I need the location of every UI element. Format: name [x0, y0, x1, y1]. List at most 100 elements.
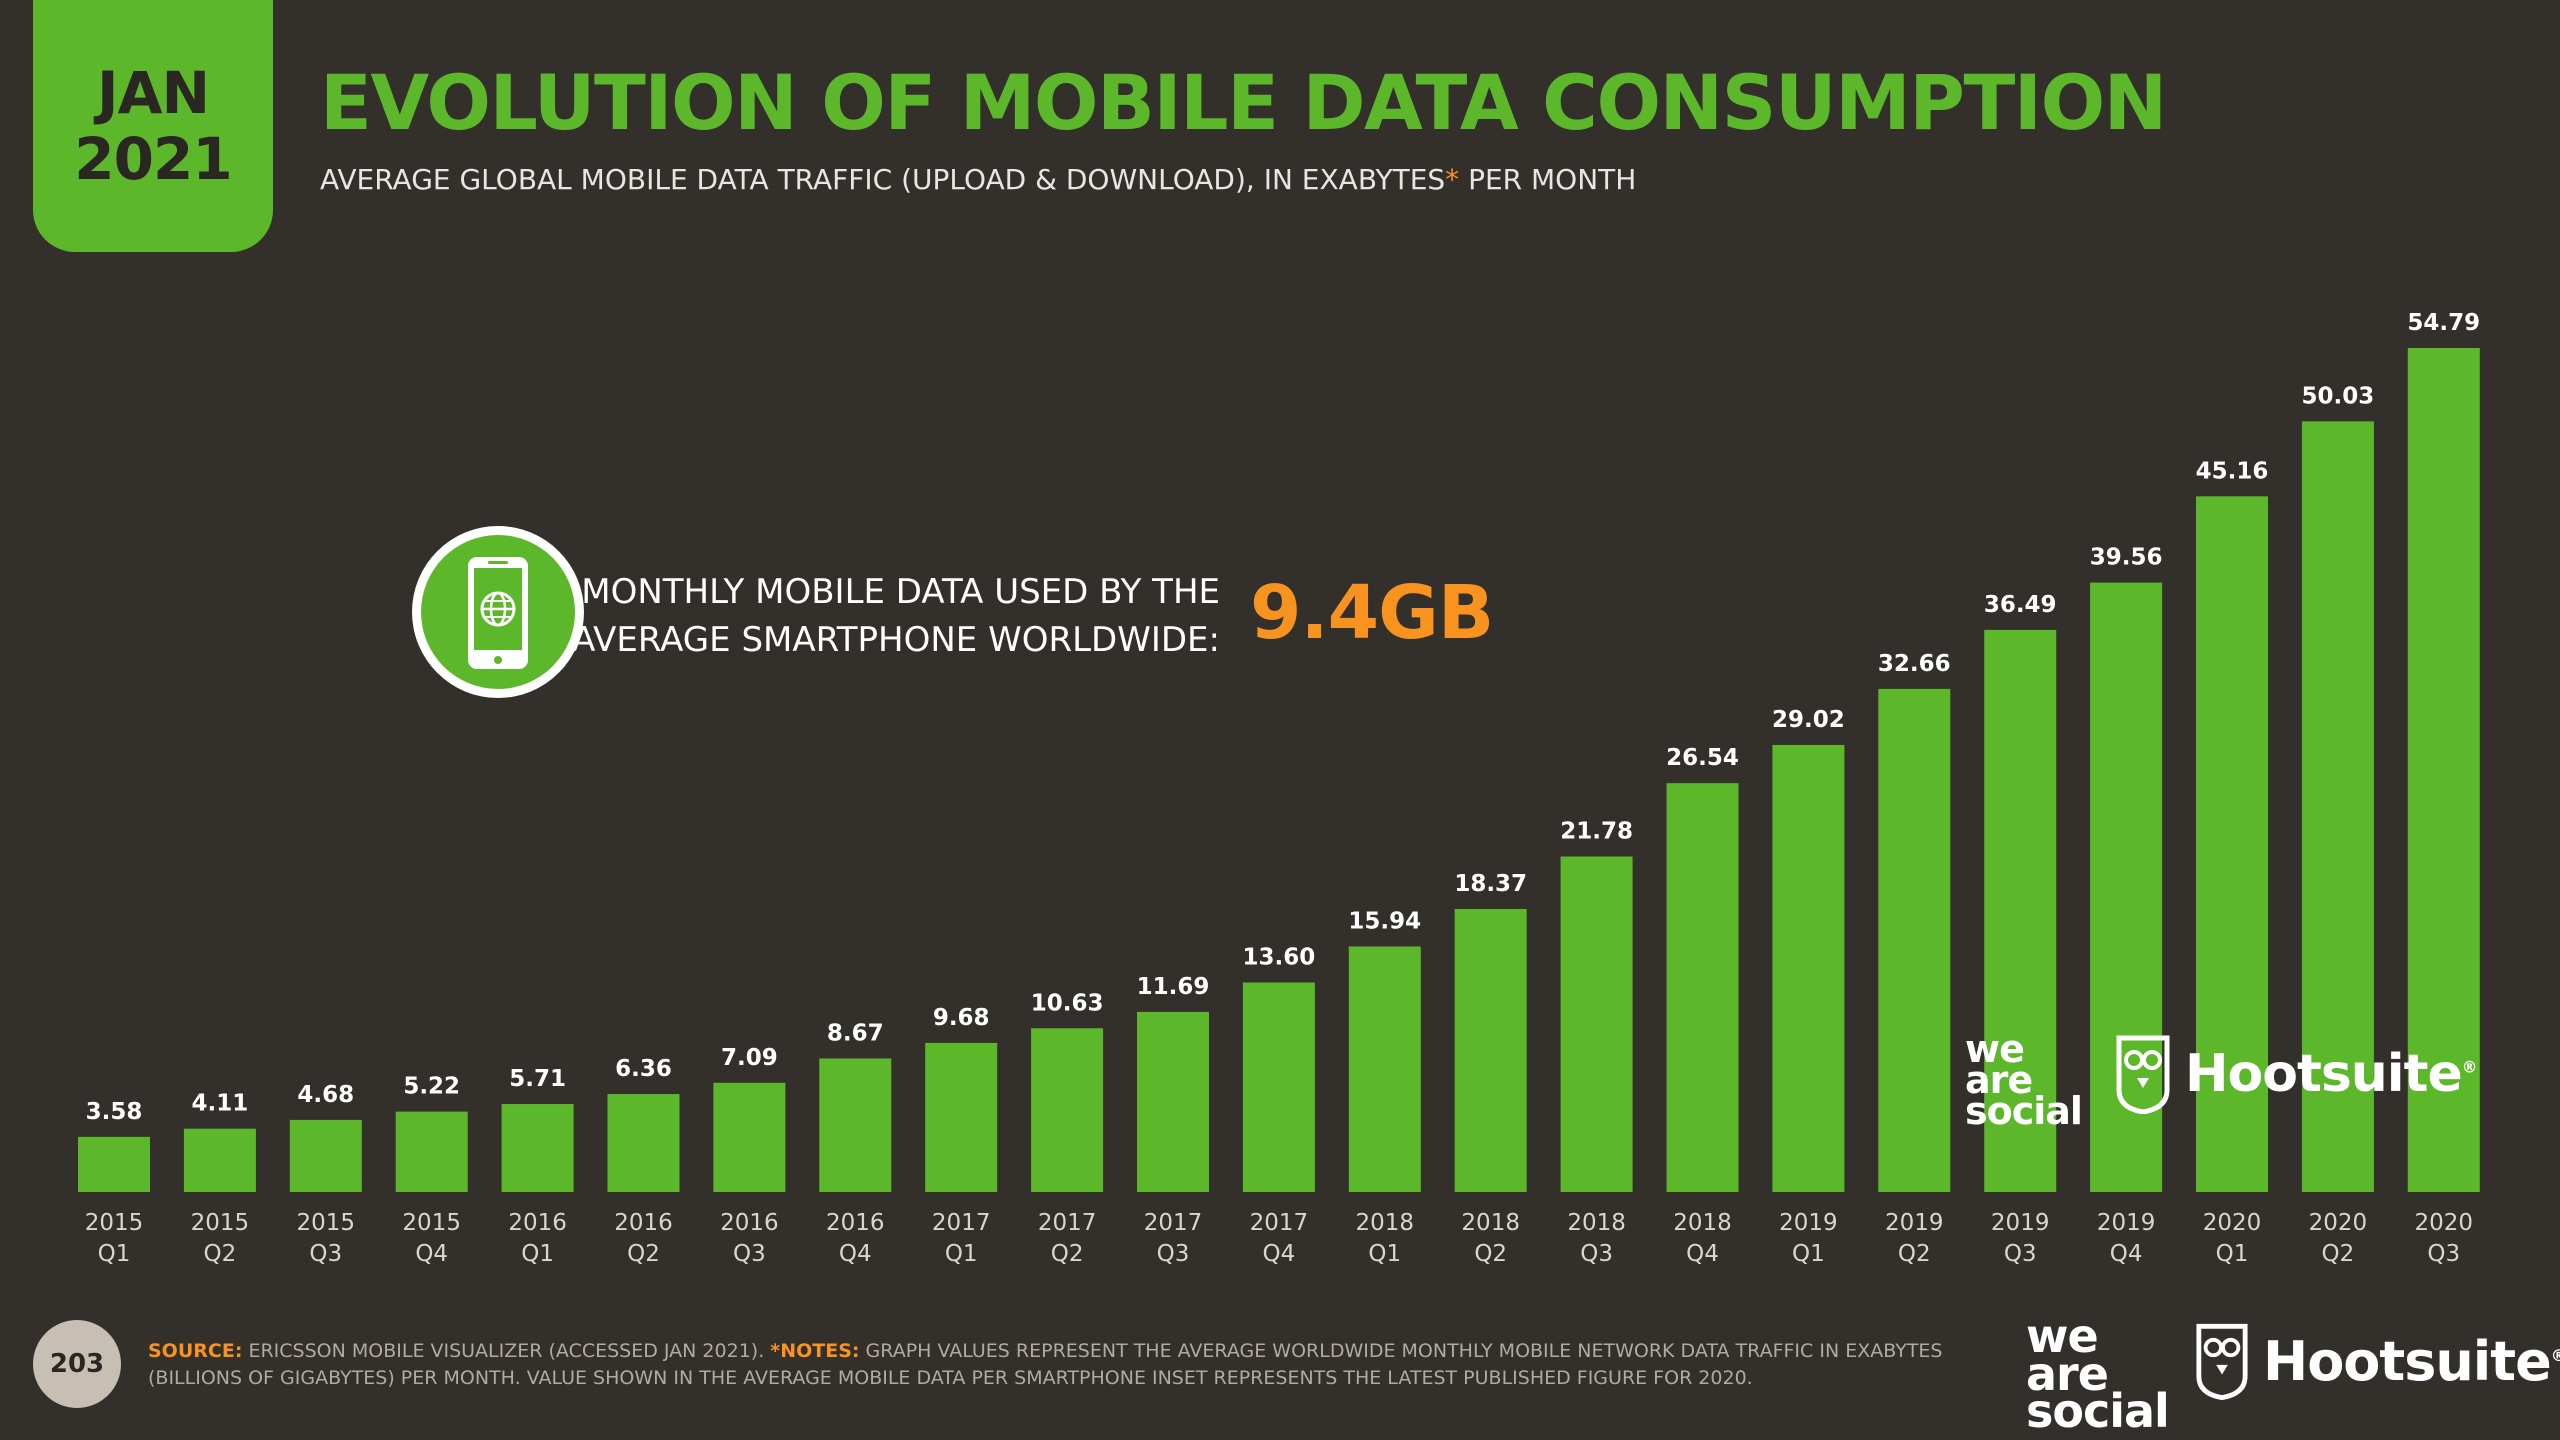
x-tick-year: 2015 [402, 1210, 461, 1236]
bar-value-label: 8.67 [827, 1020, 884, 1046]
page-title: EVOLUTION OF MOBILE DATA CONSUMPTION [320, 58, 2167, 147]
x-tick-quarter: Q2 [1051, 1241, 1084, 1267]
are-text: are [1965, 1058, 2033, 1103]
x-tick-quarter: Q4 [839, 1241, 872, 1267]
bar [395, 1111, 468, 1192]
bar [2090, 582, 2163, 1192]
social-text: social [1965, 1089, 2083, 1134]
footer-we-text: we [2026, 1309, 2099, 1363]
bar [925, 1042, 998, 1192]
x-tick-year: 2017 [1038, 1210, 1097, 1236]
x-tick-year: 2016 [508, 1210, 567, 1236]
footer-hootsuite-logo: Hootsuite® [2195, 1322, 2560, 1400]
bar [1454, 909, 1527, 1192]
bar [501, 1104, 574, 1192]
hootsuite-text: Hootsuite® [2185, 1044, 2478, 1104]
bar-value-label: 3.58 [86, 1099, 143, 1125]
bar [183, 1128, 256, 1192]
source-label: SOURCE: [148, 1340, 243, 1362]
bar [289, 1119, 362, 1192]
bar [1348, 946, 1421, 1192]
x-tick-quarter: Q1 [521, 1241, 554, 1267]
bar [607, 1094, 680, 1192]
bar-value-label: 9.68 [933, 1005, 990, 1031]
bar [1772, 744, 1845, 1192]
bar-value-label: 21.78 [1560, 818, 1633, 844]
bar-value-label: 29.02 [1772, 707, 1845, 733]
bar-value-label: 10.63 [1031, 990, 1104, 1016]
x-tick-year: 2015 [85, 1210, 144, 1236]
bar [2196, 496, 2268, 1192]
notes-label: *NOTES: [770, 1340, 860, 1362]
footer-hootsuite-text: Hootsuite® [2263, 1330, 2560, 1393]
hootsuite-logo: Hootsuite® [2115, 1034, 2478, 1114]
inset-line-1: MONTHLY MOBILE DATA USED BY THE [581, 572, 1220, 612]
bar-value-label: 18.37 [1454, 871, 1527, 897]
x-tick-quarter: Q4 [2110, 1241, 2143, 1267]
x-tick-year: 2019 [1885, 1210, 1944, 1236]
inset-value: 9.4GB [1250, 570, 1494, 656]
bar-value-label: 15.94 [1348, 908, 1421, 934]
date-year: 2021 [74, 125, 232, 193]
x-tick-year: 2018 [1673, 1210, 1732, 1236]
source-text: ERICSSON MOBILE VISUALIZER (ACCESSED JAN… [242, 1340, 771, 1362]
bar-value-label: 11.69 [1137, 974, 1210, 1000]
bar-value-label: 39.56 [2090, 545, 2163, 571]
bar [2301, 421, 2374, 1192]
bar-value-label: 50.03 [2302, 383, 2375, 409]
bar [1666, 783, 1739, 1192]
hootsuite-reg: ® [2461, 1058, 2478, 1077]
x-tick-quarter: Q4 [1263, 1241, 1296, 1267]
x-tick-quarter: Q1 [1368, 1241, 1401, 1267]
subtitle-suffix: PER MONTH [1459, 163, 1637, 196]
x-tick-quarter: Q1 [1792, 1241, 1825, 1267]
x-tick-quarter: Q1 [98, 1241, 131, 1267]
smartphone-globe-icon [412, 526, 584, 698]
x-tick-quarter: Q1 [945, 1241, 978, 1267]
x-tick-quarter: Q3 [2004, 1241, 2037, 1267]
x-tick-year: 2019 [2097, 1210, 2156, 1236]
bar-value-label: 5.22 [403, 1074, 460, 1100]
x-tick-quarter: Q2 [2322, 1241, 2355, 1267]
hootsuite-word: Hootsuite [2185, 1044, 2463, 1104]
x-tick-quarter: Q4 [415, 1241, 448, 1267]
x-tick-year: 2016 [614, 1210, 673, 1236]
x-tick-year: 2019 [1779, 1210, 1838, 1236]
x-tick-quarter: Q3 [309, 1241, 342, 1267]
x-tick-year: 2017 [1144, 1210, 1203, 1236]
x-tick-year: 2019 [1991, 1210, 2050, 1236]
x-tick-quarter: Q2 [1474, 1241, 1507, 1267]
bar-value-label: 4.11 [192, 1091, 249, 1117]
x-tick-year: 2015 [297, 1210, 356, 1236]
x-tick-quarter: Q4 [1686, 1241, 1719, 1267]
bar-value-label: 13.60 [1243, 945, 1316, 971]
x-tick-year: 2016 [826, 1210, 885, 1236]
x-tick-quarter: Q1 [2216, 1241, 2249, 1267]
x-tick-year: 2018 [1356, 1210, 1415, 1236]
subtitle-main: AVERAGE GLOBAL MOBILE DATA TRAFFIC (UPLO… [320, 163, 1446, 196]
x-tick-year: 2015 [191, 1210, 250, 1236]
x-tick-year: 2016 [720, 1210, 779, 1236]
bar-value-label: 6.36 [615, 1056, 672, 1082]
x-tick-quarter: Q3 [1580, 1241, 1613, 1267]
footer-owl-icon [2196, 1323, 2248, 1400]
bar-value-label: 45.16 [2196, 458, 2269, 484]
bar [1878, 688, 1951, 1192]
we-text: we [1965, 1027, 2025, 1071]
bar [713, 1082, 786, 1192]
bar [819, 1058, 892, 1192]
x-tick-year: 2017 [1250, 1210, 1309, 1236]
x-tick-quarter: Q2 [627, 1241, 660, 1267]
page-number: 203 [33, 1320, 121, 1408]
bar [1137, 1011, 1209, 1192]
footer-hootsuite-word: Hootsuite [2263, 1329, 2552, 1393]
bar-value-label: 54.79 [2407, 310, 2480, 336]
subtitle-star: * [1445, 163, 1460, 196]
bar [1984, 629, 2057, 1192]
footer-social-text: social [2026, 1384, 2170, 1439]
x-tick-quarter: Q3 [1157, 1241, 1190, 1267]
bar [1031, 1028, 1104, 1192]
x-tick-quarter: Q2 [1898, 1241, 1931, 1267]
footer-notes: SOURCE: ERICSSON MOBILE VISUALIZER (ACCE… [148, 1338, 1948, 1392]
